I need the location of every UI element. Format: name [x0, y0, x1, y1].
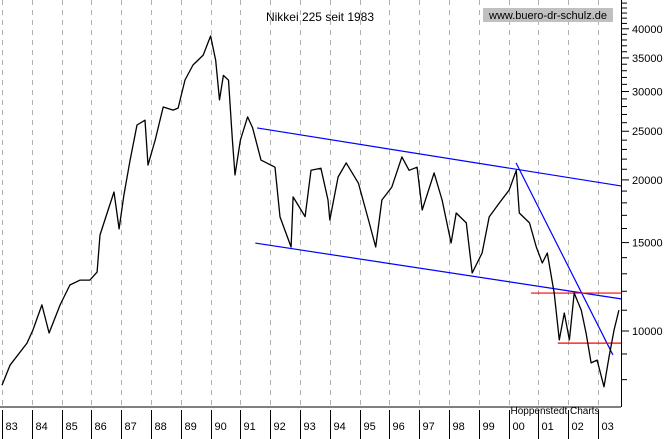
- x-tick-label: 00: [513, 421, 525, 433]
- trendlines: [255, 127, 622, 356]
- x-tick-label: 86: [95, 421, 107, 433]
- x-tick-label: 96: [393, 421, 405, 433]
- trend-line: [256, 127, 622, 187]
- x-tick-label: 90: [215, 421, 227, 433]
- y-tick-label: 40000: [632, 24, 663, 36]
- trend-line: [515, 162, 614, 356]
- chart-title: Nikkei 225 seit 1983: [266, 10, 374, 24]
- x-tick-label: 88: [155, 421, 167, 433]
- x-tick-label: 89: [185, 421, 197, 433]
- x-tick-label: 84: [36, 421, 48, 433]
- y-axis: 10000 15000 20000 25000 30000 35000 40000: [621, 0, 663, 407]
- x-tick-label: 94: [334, 421, 346, 433]
- y-tick-label: 15000: [632, 238, 663, 250]
- chart-credit: Hoppenstedt Charts: [511, 406, 600, 417]
- x-tick-label: 01: [542, 421, 554, 433]
- y-tick-label: 20000: [632, 175, 663, 187]
- x-tick-label: 03: [602, 421, 614, 433]
- y-tick-label: 25000: [632, 126, 663, 138]
- nikkei-series-line: [1, 35, 620, 388]
- x-tick-label: 87: [125, 421, 137, 433]
- x-tick-label: 98: [453, 421, 465, 433]
- x-tick-label: 92: [274, 421, 286, 433]
- y-tick-label: 35000: [632, 53, 663, 65]
- y-tick-label: 30000: [632, 87, 663, 99]
- trend-line: [255, 242, 622, 300]
- x-tick-label: 85: [66, 421, 78, 433]
- x-tick-label: 97: [423, 421, 435, 433]
- x-axis: 83 84 85 86 87 88 89 90 91 92 93 94 95 96 97 98 99 00 01 02…: [0, 406, 621, 439]
- x-tick-label: 99: [483, 421, 495, 433]
- year-gridlines: [2, 0, 599, 405]
- x-tick-label: 83: [6, 421, 18, 433]
- y-tick-label: 10000: [632, 326, 663, 338]
- source-url-box: [483, 8, 613, 22]
- x-tick-label: 93: [304, 421, 316, 433]
- x-tick-label: 02: [572, 421, 584, 433]
- x-tick-label: 95: [364, 421, 376, 433]
- source-url: www.buero-dr-schulz.de: [488, 10, 607, 22]
- x-tick-label: 91: [244, 421, 256, 433]
